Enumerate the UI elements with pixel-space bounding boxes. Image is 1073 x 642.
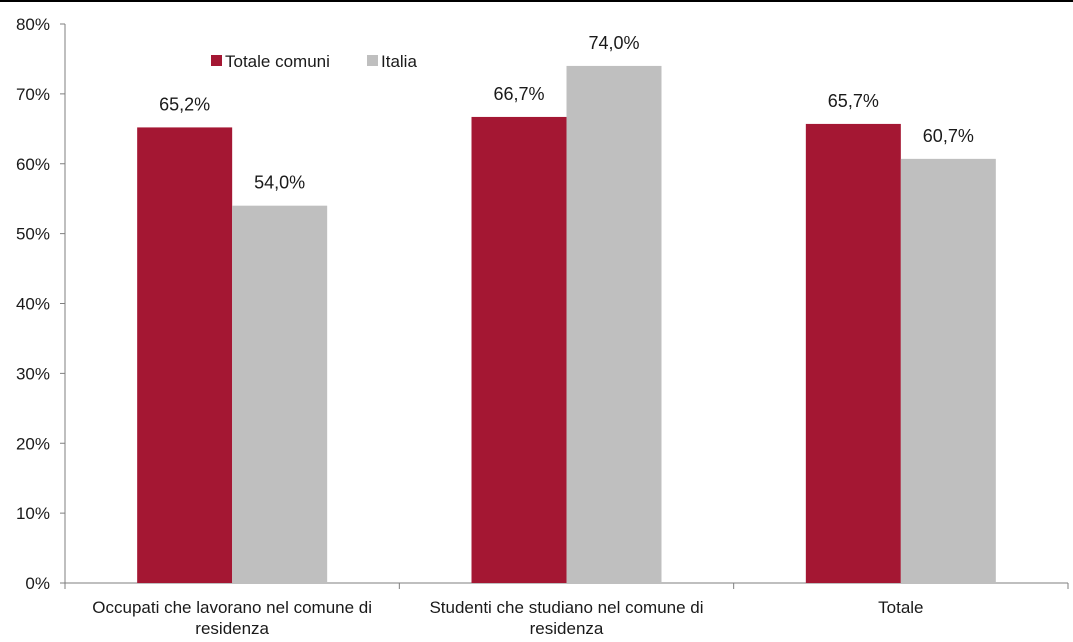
bar-totale-comuni [805, 123, 901, 583]
bar-totale-comuni [137, 127, 233, 583]
y-tick-label: 40% [16, 295, 50, 314]
bar-totale-comuni [471, 116, 567, 583]
legend-swatch [211, 55, 222, 66]
data-label: 74,0% [588, 33, 639, 53]
y-tick-label: 70% [16, 85, 50, 104]
bar-italia [566, 65, 662, 584]
x-category-label: residenza [195, 619, 269, 638]
legend-label: Totale comuni [225, 52, 330, 71]
y-tick-label: 0% [25, 574, 50, 593]
data-label: 65,2% [159, 94, 210, 114]
x-category-label: Studenti che studiano nel comune di [429, 598, 703, 617]
legend: Totale comuni Italia [211, 52, 417, 71]
y-tick-label: 30% [16, 364, 50, 383]
x-category-label: Occupati che lavorano nel comune di [92, 598, 372, 617]
x-category-label: residenza [530, 619, 604, 638]
data-label: 60,7% [923, 126, 974, 146]
y-tick-label: 10% [16, 504, 50, 523]
data-labels: 65,2% 54,0% 66,7% 74,0% 65,7% 60,7% [159, 33, 974, 193]
legend-swatch [367, 55, 378, 66]
data-label: 66,7% [493, 84, 544, 104]
data-label: 54,0% [254, 173, 305, 193]
bar-italia [900, 158, 996, 583]
legend-label: Italia [381, 52, 417, 71]
bar-italia [232, 205, 328, 584]
x-category-label: Totale [878, 598, 923, 617]
bars [137, 65, 996, 584]
y-tick-label: 80% [16, 15, 50, 34]
y-tick-label: 60% [16, 155, 50, 174]
data-label: 65,7% [828, 91, 879, 111]
y-tick-label: 20% [16, 434, 50, 453]
y-tick-label: 50% [16, 225, 50, 244]
